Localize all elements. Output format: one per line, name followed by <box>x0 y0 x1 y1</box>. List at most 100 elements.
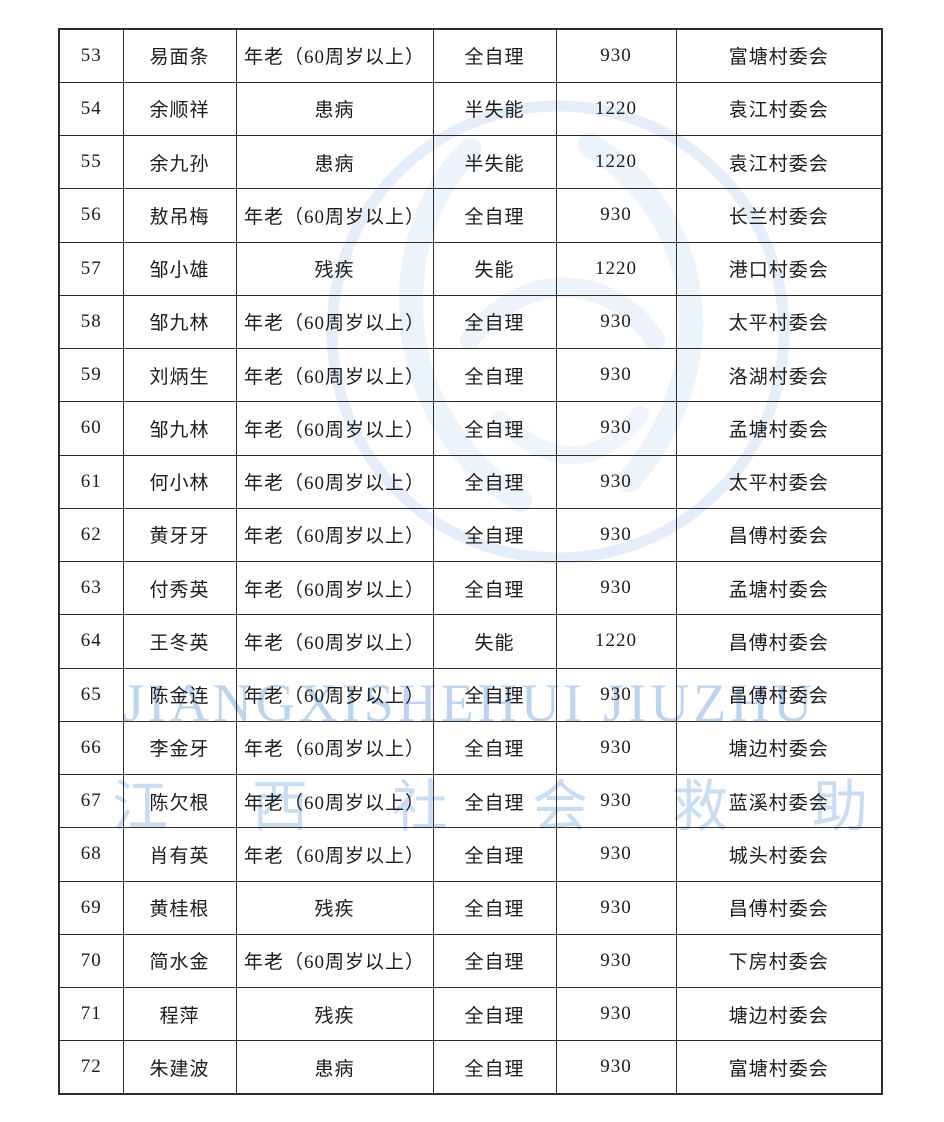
cell-ability: 全自理 <box>432 294 557 350</box>
cell-no: 61 <box>58 454 124 509</box>
cell-ability: 全自理 <box>432 773 557 829</box>
cell-no: 65 <box>58 667 124 722</box>
cell-name: 邹小雄 <box>122 241 237 296</box>
cell-amount: 930 <box>555 720 677 776</box>
cell-reason: 年老（60周岁以上） <box>235 667 434 722</box>
table-row: 53 易面条 年老（60周岁以上） 全自理 930 富塘村委会 <box>58 28 883 83</box>
table-row: 72 朱建波 患病 全自理 930 富塘村委会 <box>58 1040 883 1095</box>
table-row: 63 付秀英 年老（60周岁以上） 全自理 930 孟塘村委会 <box>58 560 883 616</box>
cell-reason: 年老（60周岁以上） <box>235 28 434 83</box>
cell-name: 易面条 <box>122 28 237 83</box>
cell-village: 袁江村委会 <box>675 81 883 137</box>
cell-amount: 1220 <box>555 614 677 669</box>
cell-amount: 930 <box>555 933 677 989</box>
cell-amount: 930 <box>555 401 677 456</box>
cell-village: 塘边村委会 <box>675 986 883 1042</box>
cell-no: 63 <box>58 560 124 616</box>
cell-name: 黄桂根 <box>122 880 237 935</box>
table-row: 69 黄桂根 残疾 全自理 930 昌傅村委会 <box>58 880 883 935</box>
cell-amount: 930 <box>555 667 677 722</box>
cell-name: 简水金 <box>122 933 237 989</box>
cell-ability: 全自理 <box>432 933 557 989</box>
cell-amount: 930 <box>555 827 677 882</box>
cell-name: 王冬英 <box>122 614 237 669</box>
cell-amount: 930 <box>555 560 677 616</box>
cell-reason: 年老（60周岁以上） <box>235 773 434 829</box>
cell-amount: 930 <box>555 986 677 1042</box>
table-row: 64 王冬英 年老（60周岁以上） 失能 1220 昌傅村委会 <box>58 614 883 669</box>
cell-no: 66 <box>58 720 124 776</box>
cell-no: 56 <box>58 188 124 243</box>
cell-name: 余顺祥 <box>122 81 237 137</box>
cell-reason: 年老（60周岁以上） <box>235 401 434 456</box>
cell-village: 长兰村委会 <box>675 188 883 243</box>
cell-amount: 1220 <box>555 81 677 137</box>
cell-no: 71 <box>58 986 124 1042</box>
cell-no: 72 <box>58 1040 124 1095</box>
cell-village: 下房村委会 <box>675 933 883 989</box>
cell-ability: 全自理 <box>432 454 557 509</box>
cell-reason: 年老（60周岁以上） <box>235 933 434 989</box>
cell-reason: 年老（60周岁以上） <box>235 560 434 616</box>
cell-village: 港口村委会 <box>675 241 883 296</box>
cell-ability: 全自理 <box>432 880 557 935</box>
cell-reason: 残疾 <box>235 241 434 296</box>
cell-name: 朱建波 <box>122 1040 237 1095</box>
cell-name: 陈金连 <box>122 667 237 722</box>
cell-ability: 失能 <box>432 241 557 296</box>
cell-name: 刘炳生 <box>122 347 237 403</box>
cell-no: 55 <box>58 134 124 190</box>
cell-no: 70 <box>58 933 124 989</box>
cell-name: 邹九林 <box>122 294 237 350</box>
cell-no: 69 <box>58 880 124 935</box>
cell-village: 太平村委会 <box>675 294 883 350</box>
cell-amount: 930 <box>555 28 677 83</box>
cell-village: 城头村委会 <box>675 827 883 882</box>
cell-ability: 全自理 <box>432 347 557 403</box>
cell-village: 昌傅村委会 <box>675 507 883 563</box>
cell-ability: 全自理 <box>432 720 557 776</box>
cell-no: 62 <box>58 507 124 563</box>
cell-no: 68 <box>58 827 124 882</box>
cell-name: 付秀英 <box>122 560 237 616</box>
table-row: 71 程萍 残疾 全自理 930 塘边村委会 <box>58 986 883 1042</box>
cell-ability: 全自理 <box>432 560 557 616</box>
cell-reason: 患病 <box>235 81 434 137</box>
table-row: 58 邹九林 年老（60周岁以上） 全自理 930 太平村委会 <box>58 294 883 350</box>
table-row: 65 陈金连 年老（60周岁以上） 全自理 930 昌傅村委会 <box>58 667 883 722</box>
cell-amount: 930 <box>555 880 677 935</box>
cell-reason: 年老（60周岁以上） <box>235 454 434 509</box>
cell-reason: 年老（60周岁以上） <box>235 347 434 403</box>
cell-name: 程萍 <box>122 986 237 1042</box>
cell-no: 64 <box>58 614 124 669</box>
table-row: 54 余顺祥 患病 半失能 1220 袁江村委会 <box>58 81 883 137</box>
cell-village: 洛湖村委会 <box>675 347 883 403</box>
cell-no: 53 <box>58 28 124 83</box>
table-row: 60 邹九林 年老（60周岁以上） 全自理 930 孟塘村委会 <box>58 401 883 456</box>
table-row: 68 肖有英 年老（60周岁以上） 全自理 930 城头村委会 <box>58 827 883 882</box>
cell-no: 57 <box>58 241 124 296</box>
cell-name: 余九孙 <box>122 134 237 190</box>
cell-reason: 患病 <box>235 1040 434 1095</box>
table-row: 56 敖吊梅 年老（60周岁以上） 全自理 930 长兰村委会 <box>58 188 883 243</box>
cell-ability: 半失能 <box>432 134 557 190</box>
table-row: 67 陈欠根 年老（60周岁以上） 全自理 930 蓝溪村委会 <box>58 773 883 829</box>
cell-village: 昌傅村委会 <box>675 880 883 935</box>
cell-amount: 930 <box>555 294 677 350</box>
cell-name: 肖有英 <box>122 827 237 882</box>
cell-amount: 930 <box>555 347 677 403</box>
cell-name: 李金牙 <box>122 720 237 776</box>
cell-amount: 1220 <box>555 134 677 190</box>
cell-reason: 年老（60周岁以上） <box>235 188 434 243</box>
cell-no: 58 <box>58 294 124 350</box>
cell-no: 59 <box>58 347 124 403</box>
subsidy-table: 53 易面条 年老（60周岁以上） 全自理 930 富塘村委会 54 余顺祥 患病 半失能 1220… <box>58 28 883 1095</box>
cell-village: 富塘村委会 <box>675 28 883 83</box>
cell-amount: 930 <box>555 773 677 829</box>
cell-amount: 930 <box>555 1040 677 1095</box>
cell-reason: 年老（60周岁以上） <box>235 614 434 669</box>
cell-reason: 年老（60周岁以上） <box>235 507 434 563</box>
cell-village: 塘边村委会 <box>675 720 883 776</box>
cell-reason: 年老（60周岁以上） <box>235 294 434 350</box>
cell-village: 昌傅村委会 <box>675 667 883 722</box>
